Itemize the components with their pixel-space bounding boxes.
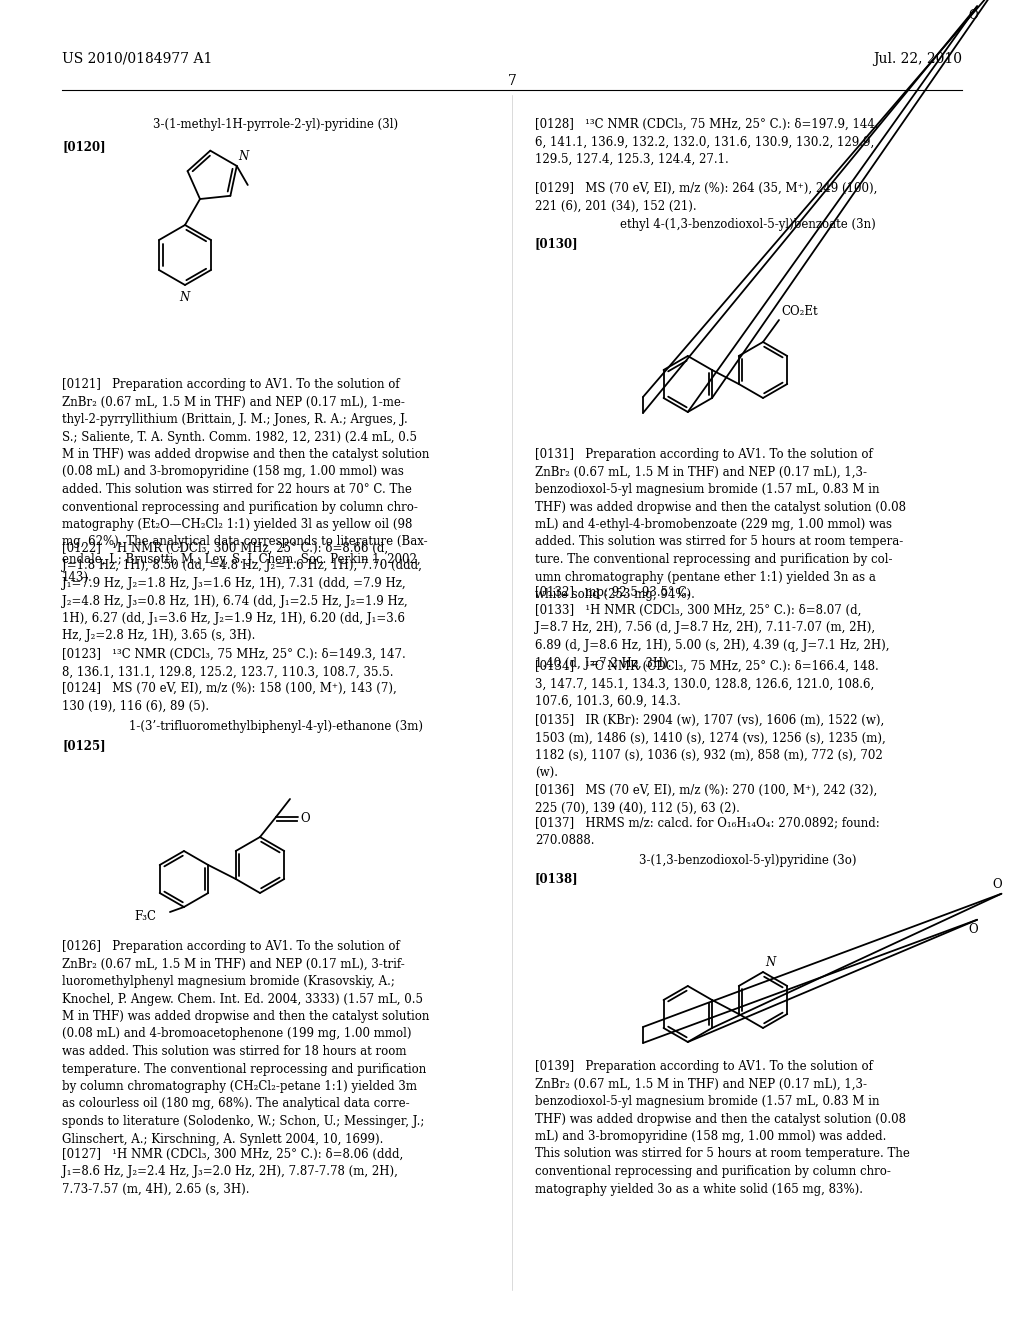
Text: [0131]   Preparation according to AV1. To the solution of
ZnBr₂ (0.67 mL, 1.5 M : [0131] Preparation according to AV1. To … (535, 447, 906, 601)
Text: [0136]   MS (70 eV, EI), m/z (%): 270 (100, M⁺), 242 (32),
225 (70), 139 (40), 1: [0136] MS (70 eV, EI), m/z (%): 270 (100… (535, 784, 878, 814)
Text: [0125]: [0125] (62, 739, 105, 752)
Text: [0120]: [0120] (62, 140, 105, 153)
Text: O: O (992, 878, 1002, 891)
Text: ethyl 4-(1,3-benzodioxol-5-yl)benzoate (3n): ethyl 4-(1,3-benzodioxol-5-yl)benzoate (… (621, 218, 876, 231)
Text: 1-(3’-trifluoromethylbiphenyl-4-yl)-ethanone (3m): 1-(3’-trifluoromethylbiphenyl-4-yl)-etha… (129, 719, 423, 733)
Text: [0130]: [0130] (535, 238, 579, 249)
Text: O: O (969, 923, 978, 936)
Text: N: N (765, 956, 775, 969)
Text: 7: 7 (508, 74, 516, 88)
Text: [0133]   ¹H NMR (CDCl₃, 300 MHz, 25° C.): δ=8.07 (d,
J=8.7 Hz, 2H), 7.56 (d, J=8: [0133] ¹H NMR (CDCl₃, 300 MHz, 25° C.): … (535, 605, 890, 669)
Text: CO₂Et: CO₂Et (781, 305, 817, 318)
Text: [0122]   ¹H NMR (CDCl₃, 300 MHz, 25° C.): δ=8.66 (d,
J=1.8 Hz, 1H), 8.50 (dd, =4: [0122] ¹H NMR (CDCl₃, 300 MHz, 25° C.): … (62, 543, 422, 643)
Text: F₃C: F₃C (134, 911, 156, 924)
Text: N: N (179, 290, 189, 304)
Text: N: N (238, 150, 248, 162)
Text: [0137]   HRMS m/z: calcd. for O₁₆H₁₄O₄: 270.0892; found:
270.0888.: [0137] HRMS m/z: calcd. for O₁₆H₁₄O₄: 27… (535, 816, 880, 846)
Text: O: O (300, 812, 309, 825)
Text: [0134]   ¹³C NMR (CDCl₃, 75 MHz, 25° C.): δ=166.4, 148.
3, 147.7, 145.1, 134.3, : [0134] ¹³C NMR (CDCl₃, 75 MHz, 25° C.): … (535, 660, 879, 708)
Text: [0139]   Preparation according to AV1. To the solution of
ZnBr₂ (0.67 mL, 1.5 M : [0139] Preparation according to AV1. To … (535, 1060, 910, 1196)
Text: [0124]   MS (70 eV, EI), m/z (%): 158 (100, M⁺), 143 (7),
130 (19), 116 (6), 89 : [0124] MS (70 eV, EI), m/z (%): 158 (100… (62, 682, 396, 713)
Text: O: O (969, 9, 978, 22)
Text: 3-(1,3-benzodioxol-5-yl)pyridine (3o): 3-(1,3-benzodioxol-5-yl)pyridine (3o) (639, 854, 857, 867)
Text: [0132]   mp: 92.5-93.5° C.: [0132] mp: 92.5-93.5° C. (535, 586, 690, 599)
Text: [0127]   ¹H NMR (CDCl₃, 300 MHz, 25° C.): δ=8.06 (ddd,
J₁=8.6 Hz, J₂=2.4 Hz, J₃=: [0127] ¹H NMR (CDCl₃, 300 MHz, 25° C.): … (62, 1148, 403, 1196)
Text: US 2010/0184977 A1: US 2010/0184977 A1 (62, 51, 212, 66)
Text: [0135]   IR (KBr): 2904 (w), 1707 (vs), 1606 (m), 1522 (w),
1503 (m), 1486 (s), : [0135] IR (KBr): 2904 (w), 1707 (vs), 16… (535, 714, 886, 780)
Text: [0123]   ¹³C NMR (CDCl₃, 75 MHz, 25° C.): δ=149.3, 147.
8, 136.1, 131.1, 129.8, : [0123] ¹³C NMR (CDCl₃, 75 MHz, 25° C.): … (62, 648, 406, 678)
Text: 3-(1-methyl-1H-pyrrole-2-yl)-pyridine (3l): 3-(1-methyl-1H-pyrrole-2-yl)-pyridine (3… (154, 117, 398, 131)
Text: Jul. 22, 2010: Jul. 22, 2010 (873, 51, 962, 66)
Text: [0128]   ¹³C NMR (CDCl₃, 75 MHz, 25° C.): δ=197.9, 144.
6, 141.1, 136.9, 132.2, : [0128] ¹³C NMR (CDCl₃, 75 MHz, 25° C.): … (535, 117, 879, 166)
Text: [0138]: [0138] (535, 873, 579, 884)
Text: [0121]   Preparation according to AV1. To the solution of
ZnBr₂ (0.67 mL, 1.5 M : [0121] Preparation according to AV1. To … (62, 378, 429, 583)
Text: [0126]   Preparation according to AV1. To the solution of
ZnBr₂ (0.67 mL, 1.5 M : [0126] Preparation according to AV1. To … (62, 940, 429, 1146)
Text: [0129]   MS (70 eV, EI), m/z (%): 264 (35, M⁺), 249 (100),
221 (6), 201 (34), 15: [0129] MS (70 eV, EI), m/z (%): 264 (35,… (535, 182, 878, 213)
